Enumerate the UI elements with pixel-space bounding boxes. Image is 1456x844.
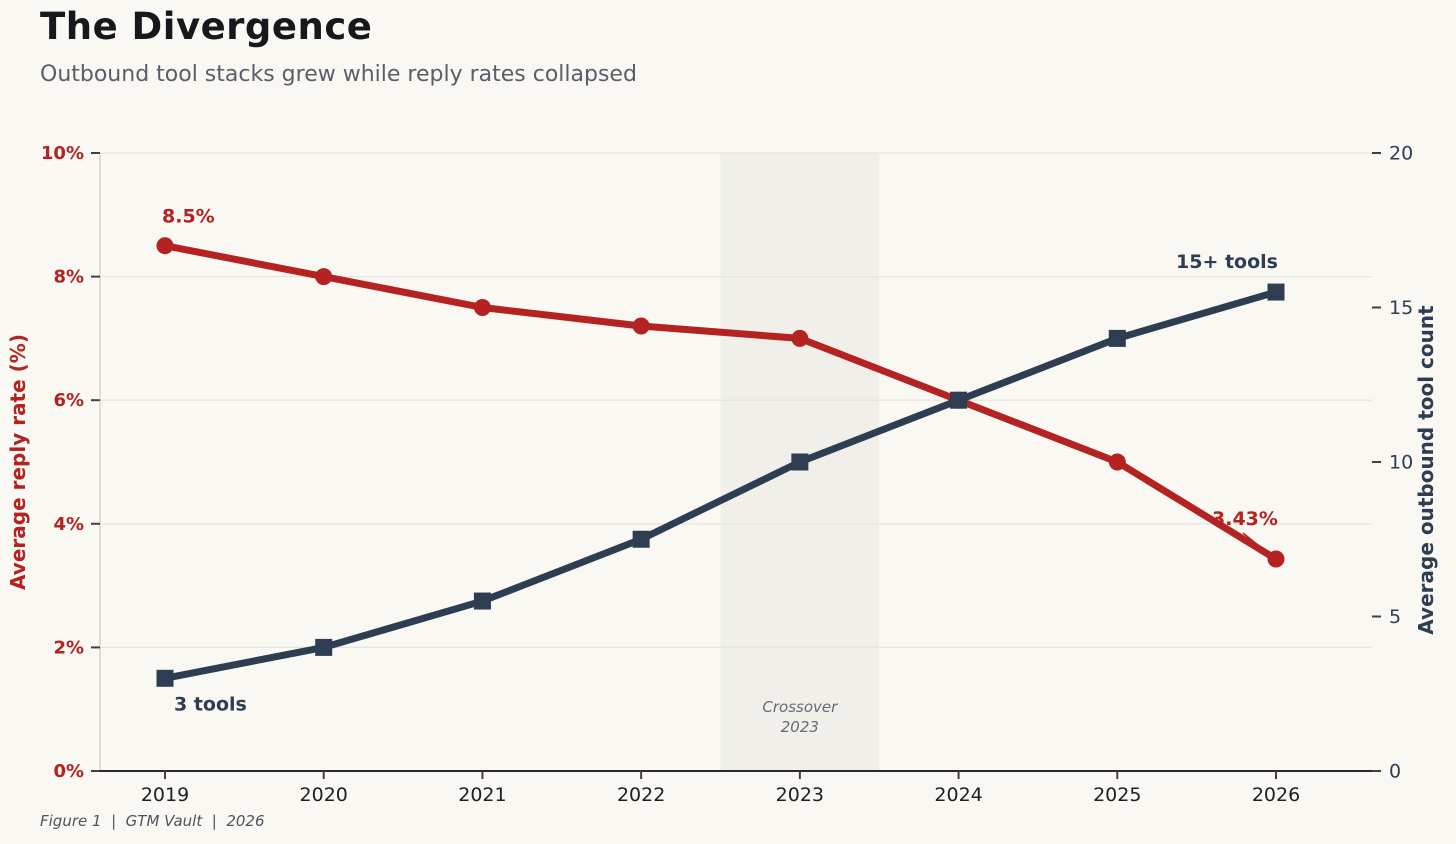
tool-count-point [156, 669, 174, 687]
reply-rate-point [632, 317, 650, 335]
reply-rate-point [156, 237, 174, 255]
tool-count-point [473, 592, 491, 610]
left-tick-label: 4% [53, 514, 84, 535]
right-tick-label: 0 [1389, 761, 1401, 783]
x-tick-label: 2024 [934, 784, 982, 806]
reply-rate-line [161, 242, 1280, 563]
x-tick-label: 2020 [300, 784, 348, 806]
left-tick-label: 2% [53, 637, 84, 658]
figure-caption: Figure 1 | GTM Vault | 2026 [40, 812, 265, 830]
crossover-label: Crossover [762, 698, 838, 716]
annotation-last-tool-count: 15+ tools [1176, 251, 1278, 273]
x-tick-label: 2022 [617, 784, 665, 806]
annotation-first-tool-count: 3 tools [174, 693, 247, 715]
crossover-label: 2023 [781, 718, 819, 736]
tool-count-point [315, 638, 333, 656]
reply-rate-point [791, 329, 809, 347]
tool-count-point [950, 391, 968, 409]
reply-rate-point [1108, 453, 1126, 471]
left-tick-label: 0% [53, 761, 84, 782]
x-tick-label: 2023 [776, 784, 824, 806]
tool-count-point [1267, 283, 1285, 301]
x-tick-label: 2019 [141, 784, 189, 806]
left-axis-title: Average reply rate (%) [6, 334, 30, 590]
tool-count-point [1108, 329, 1126, 347]
left-tick-label: 10% [41, 143, 84, 164]
annotation-first-reply-rate: 8.5% [162, 206, 215, 228]
tool-count-point [791, 453, 809, 471]
page-subtitle: Outbound tool stacks grew while reply ra… [40, 62, 637, 87]
reply-rate-point [315, 268, 333, 286]
x-tick-label: 2021 [458, 784, 506, 806]
tool-count-line [161, 288, 1280, 682]
annotation-leader-line [1242, 532, 1265, 551]
page-title: The Divergence [40, 5, 373, 48]
x-tick-label: 2026 [1252, 784, 1300, 806]
right-tick-label: 15 [1389, 297, 1413, 319]
reply-rate-point [473, 299, 491, 316]
right-tick-label: 10 [1389, 452, 1413, 474]
reply-rate-point [1267, 550, 1285, 568]
tool-count-point [632, 530, 650, 548]
annotation-last-reply-rate: 3.43% [1212, 508, 1278, 530]
right-tick-label: 20 [1389, 143, 1413, 165]
left-tick-label: 6% [53, 390, 84, 411]
right-axis-title: Average outbound tool count [1414, 305, 1438, 635]
right-tick-label: 5 [1389, 606, 1401, 628]
left-tick-label: 8% [53, 267, 84, 288]
x-tick-label: 2025 [1093, 784, 1141, 806]
